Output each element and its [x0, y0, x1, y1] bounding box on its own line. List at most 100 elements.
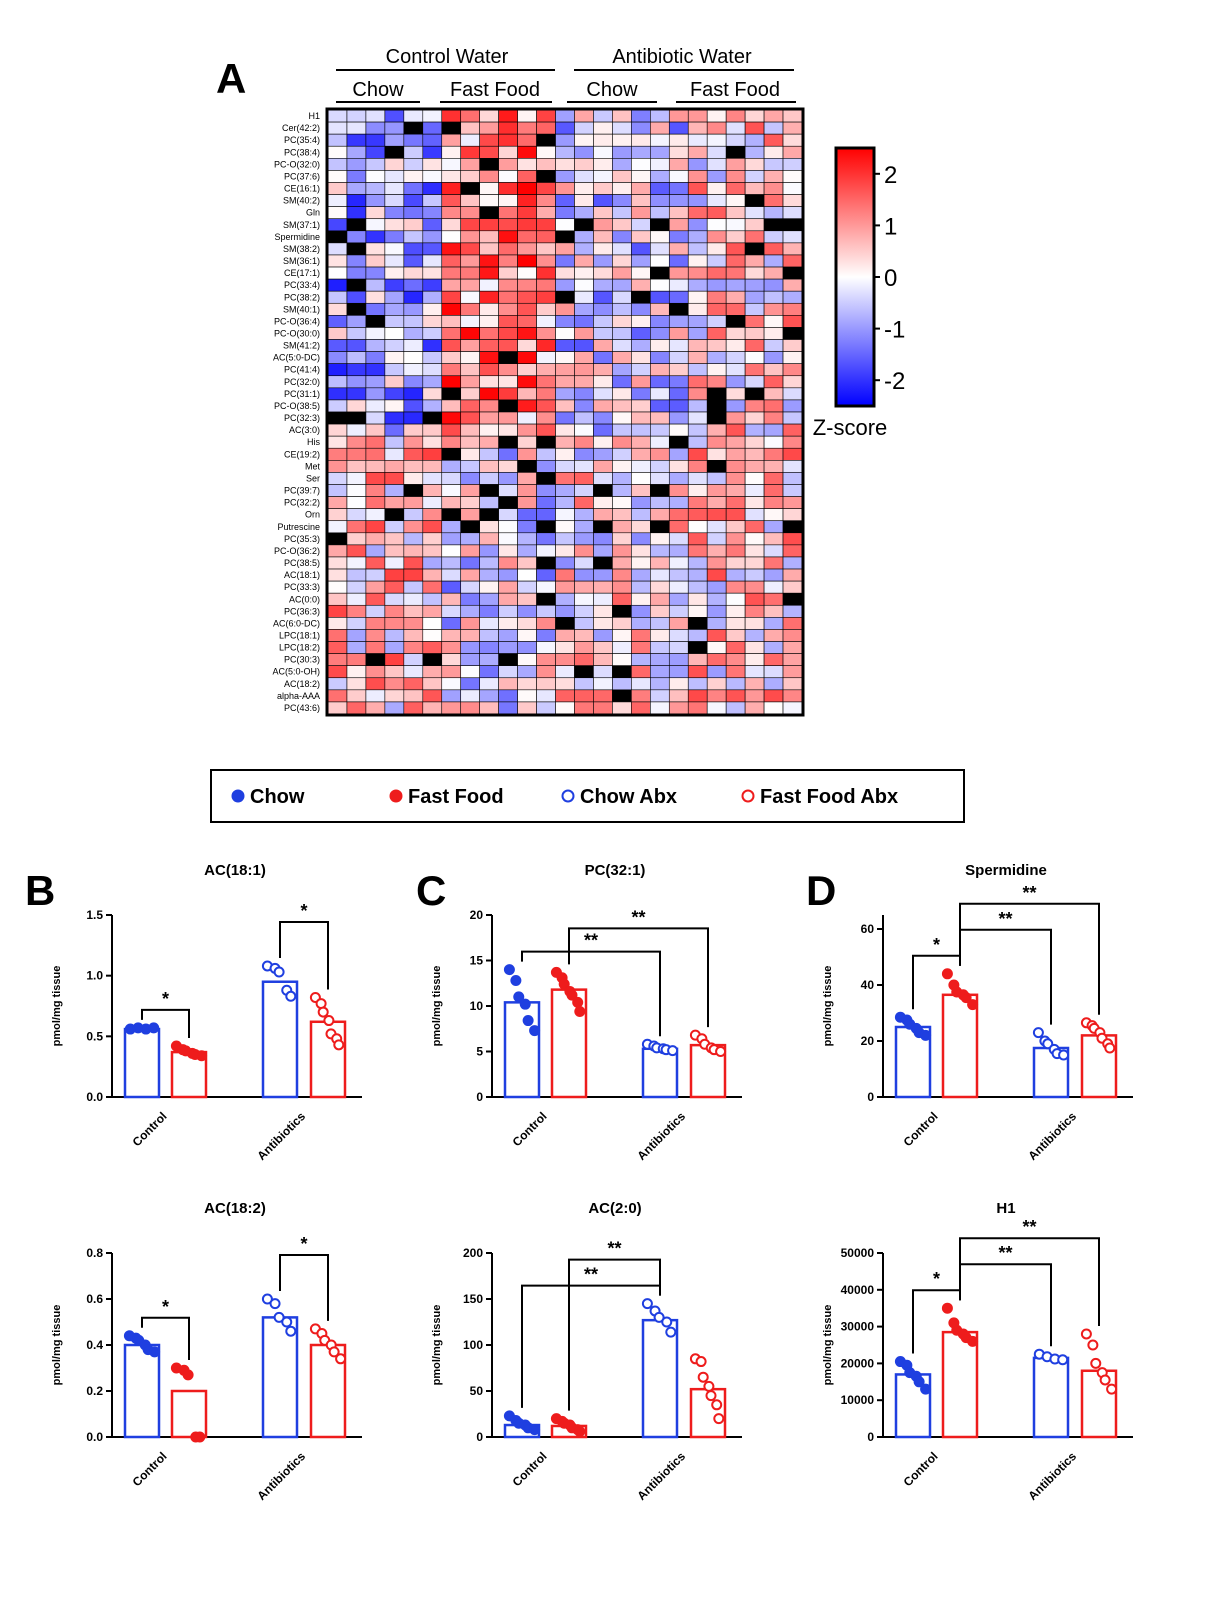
heatmap-cell: [479, 544, 499, 558]
heatmap-cell: [479, 399, 499, 413]
heatmap-cell: [498, 375, 518, 389]
heatmap-cell: [668, 327, 689, 340]
heatmap-subheader-chow-antibiotic: Chow: [586, 79, 638, 101]
heatmap-cell: [517, 472, 537, 485]
heatmap-cell: [460, 399, 480, 413]
heatmap-cell: [650, 665, 670, 679]
heatmap-cell: [327, 435, 348, 449]
heatmap-cell: [384, 472, 405, 485]
heatmap-cell: [460, 484, 480, 497]
heatmap-cell: [650, 580, 670, 594]
heatmap-cell: [555, 375, 575, 389]
heatmap-cell: [346, 532, 367, 546]
data-point: [149, 1346, 161, 1358]
heatmap-row-label: LPC(18:2): [279, 643, 320, 653]
heatmap-cell: [725, 617, 746, 630]
heatmap-cell: [517, 290, 537, 304]
heatmap-cell: [763, 158, 784, 171]
heatmap-cell: [574, 580, 594, 594]
heatmap-cell: [650, 423, 670, 437]
heatmap-cell: [687, 278, 708, 292]
heatmap-cell: [574, 399, 594, 413]
heatmap-cell: [555, 363, 575, 377]
heatmap-cell: [725, 689, 746, 703]
heatmap-cell: [744, 617, 765, 630]
heatmap-cell: [668, 170, 689, 183]
heatmap-cell: [574, 496, 594, 509]
heatmap-cell: [517, 133, 537, 147]
heatmap-cell: [422, 375, 443, 389]
heatmap-cell: [422, 604, 443, 618]
heatmap-cell: [517, 677, 537, 691]
heatmap-cell: [460, 363, 480, 377]
heatmap-cell: [422, 496, 443, 509]
heatmap-cell: [422, 580, 443, 594]
heatmap-cell: [706, 472, 727, 485]
heatmap-cell: [555, 242, 575, 256]
heatmap-cell: [725, 411, 746, 425]
heatmap-cell: [763, 375, 784, 389]
heatmap-cell: [498, 520, 518, 534]
heatmap-cell: [403, 399, 424, 413]
heatmap-cell: [422, 109, 443, 123]
heatmap-cell: [403, 641, 424, 654]
heatmap-cell: [782, 423, 803, 437]
heatmap-cell: [327, 387, 348, 401]
heatmap-cell: [498, 315, 518, 328]
heatmap-cell: [612, 399, 632, 413]
heatmap-cell: [536, 604, 556, 618]
heatmap-cell: [593, 653, 613, 666]
heatmap-cell: [365, 629, 386, 642]
heatmap-cell: [441, 266, 462, 280]
heatmap-cell: [384, 242, 405, 256]
heatmap-cell: [365, 641, 386, 654]
heatmap-cell: [668, 520, 689, 534]
heatmap-cell: [479, 629, 499, 642]
heatmap-cell: [498, 460, 518, 473]
heatmap-row-label: CE(19:2): [284, 449, 320, 459]
heatmap-cell: [782, 339, 803, 352]
heatmap-cell: [460, 121, 480, 135]
heatmap-cell: [782, 592, 803, 606]
heatmap-cell: [782, 145, 803, 159]
heatmap-cell: [763, 315, 784, 328]
heatmap-cell: [365, 278, 386, 292]
heatmap-cell: [422, 568, 443, 582]
heatmap-cell: [479, 121, 499, 135]
heatmap-cell: [517, 689, 537, 703]
heatmap-cell: [612, 701, 632, 715]
heatmap-cell: [346, 399, 367, 413]
data-point: [519, 998, 531, 1010]
heatmap-cell: [574, 363, 594, 377]
bar-chart: AC(18:1) 0.0 0.5 1.0 1.5 pmol/mg tissue Contro…: [51, 862, 362, 1163]
heatmap-cell: [706, 435, 727, 449]
heatmap-cell: [536, 399, 556, 413]
y-tick-label: 0.0: [86, 1090, 103, 1104]
heatmap-cell: [744, 592, 765, 606]
heatmap-cell: [763, 266, 784, 280]
heatmap-cell: [498, 508, 518, 522]
data-point: [510, 975, 522, 987]
heatmap-cell: [725, 109, 746, 123]
heatmap-cell: [687, 435, 708, 449]
heatmap-cell: [725, 339, 746, 352]
heatmap-cell: [668, 339, 689, 352]
heatmap-cell: [725, 266, 746, 280]
heatmap-cell: [687, 158, 708, 171]
heatmap-cell: [725, 363, 746, 377]
heatmap-cell: [763, 194, 784, 207]
heatmap-cell: [782, 375, 803, 389]
heatmap-cell: [782, 484, 803, 497]
heatmap-cell: [441, 629, 462, 642]
heatmap-cell: [517, 617, 537, 630]
heatmap-cell: [384, 133, 405, 147]
y-tick-label: 40000: [841, 1283, 875, 1297]
heatmap-cell: [517, 145, 537, 159]
heatmap-cell: [706, 278, 727, 292]
heatmap-cell: [422, 532, 443, 546]
heatmap-cell: [668, 182, 689, 195]
heatmap-cell: [498, 170, 518, 183]
heatmap-cell: [593, 508, 613, 522]
data-point: [697, 1371, 709, 1383]
significance-bracket: [959, 1263, 1052, 1347]
